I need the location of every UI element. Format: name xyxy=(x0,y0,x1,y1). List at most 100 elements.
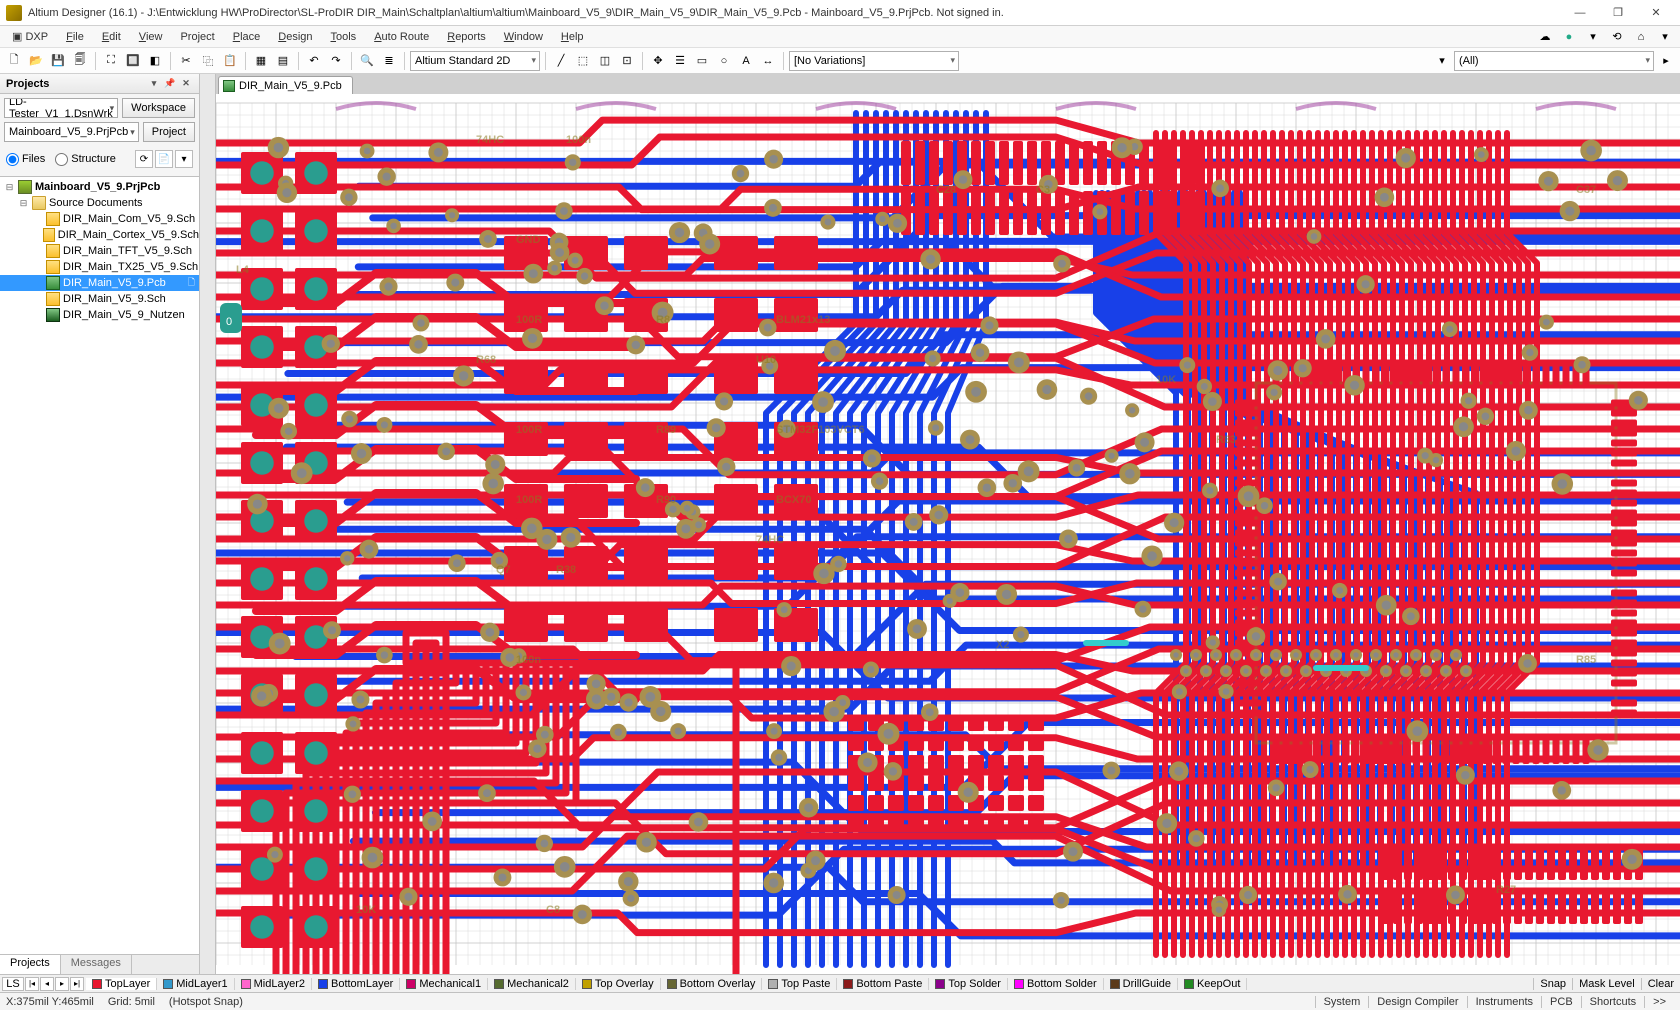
structure-radio[interactable]: Structure xyxy=(55,153,116,166)
menu-tools[interactable]: Tools xyxy=(323,29,365,45)
layer-item[interactable]: Bottom Solder xyxy=(1008,978,1104,990)
menu-help[interactable]: Help xyxy=(553,29,592,45)
menu-design[interactable]: Design xyxy=(270,29,320,45)
tree-node[interactable]: ⊟Source Documents xyxy=(0,195,199,211)
menu-dxp[interactable]: ▣ DXP xyxy=(4,28,56,45)
tree-node[interactable]: ⊟Mainboard_V5_9.PrjPcb xyxy=(0,179,199,195)
layer-item[interactable]: BottomLayer xyxy=(312,978,400,990)
filter-icon[interactable]: ▾ xyxy=(1432,51,1452,71)
sel-outside-icon[interactable]: ◫ xyxy=(595,51,615,71)
workspace-combo[interactable]: LD-Tester_V1_1.DsnWrk xyxy=(4,98,118,118)
workspace-button[interactable]: Workspace xyxy=(122,98,195,118)
project-tree[interactable]: ⊟Mainboard_V5_9.PrjPcb⊟Source DocumentsD… xyxy=(0,176,199,954)
layer-item[interactable]: KeepOut xyxy=(1178,978,1247,990)
project-button[interactable]: Project xyxy=(143,122,195,142)
layer-first-icon[interactable]: |◂ xyxy=(25,977,39,991)
tree-node[interactable]: DIR_Main_V5_9_Nutzen xyxy=(0,307,199,323)
more-icon[interactable]: ▾ xyxy=(1656,28,1674,46)
layer-item[interactable]: Top Paste xyxy=(762,978,837,990)
tab-messages[interactable]: Messages xyxy=(61,955,132,974)
menu-project[interactable]: Project xyxy=(172,29,222,45)
layer-item[interactable]: DrillGuide xyxy=(1104,978,1178,990)
tree-node[interactable]: DIR_Main_TFT_V5_9.Sch xyxy=(0,243,199,259)
panel-menu-icon[interactable]: ▾ xyxy=(147,77,161,91)
status-button[interactable]: >> xyxy=(1644,996,1674,1008)
layers-icon[interactable]: ≣ xyxy=(379,51,399,71)
back-icon[interactable]: ⟲ xyxy=(1608,28,1626,46)
layer-item[interactable]: Top Overlay xyxy=(576,978,661,990)
sel-inside-icon[interactable]: ⬚ xyxy=(573,51,593,71)
group-icon[interactable]: ▦ xyxy=(251,51,271,71)
zoom-area-icon[interactable]: 🔲 xyxy=(123,51,143,71)
sel-line-icon[interactable]: ╱ xyxy=(551,51,571,71)
rect-icon[interactable]: ▭ xyxy=(692,51,712,71)
layer-next-icon[interactable]: ▸ xyxy=(55,977,69,991)
filter-combo[interactable]: (All) xyxy=(1454,51,1654,71)
menu-reports[interactable]: Reports xyxy=(439,29,494,45)
menu-edit[interactable]: Edit xyxy=(94,29,129,45)
layer-item[interactable]: Mechanical2 xyxy=(488,978,576,990)
home-icon[interactable]: ⌂ xyxy=(1632,28,1650,46)
status-button[interactable]: System xyxy=(1315,996,1369,1008)
refresh-icon[interactable]: ⟳ xyxy=(135,150,153,168)
layer-ls-button[interactable]: LS xyxy=(2,977,24,991)
ungroup-icon[interactable]: ▤ xyxy=(273,51,293,71)
new-icon[interactable]: 🗋 xyxy=(4,51,24,71)
zoom-fit-icon[interactable]: ⛶ xyxy=(101,51,121,71)
variations-combo[interactable]: [No Variations] xyxy=(789,51,959,71)
close-button[interactable]: ✕ xyxy=(1638,3,1674,23)
panel-close-icon[interactable]: ✕ xyxy=(179,77,193,91)
tree-node[interactable]: DIR_Main_Cortex_V5_9.Sch xyxy=(0,227,199,243)
menu-file[interactable]: File xyxy=(58,29,92,45)
options-icon[interactable]: 📄 xyxy=(155,150,173,168)
menu-view[interactable]: View xyxy=(131,29,171,45)
circle-icon[interactable]: ○ xyxy=(714,51,734,71)
tree-node[interactable]: DIR_Main_TX25_V5_9.Sch xyxy=(0,259,199,275)
menu-window[interactable]: Window xyxy=(496,29,551,45)
save-icon[interactable]: 💾 xyxy=(48,51,68,71)
layer-item[interactable]: MidLayer1 xyxy=(157,978,234,990)
view-mode-combo[interactable]: Altium Standard 2D xyxy=(410,51,540,71)
status-button[interactable]: Design Compiler xyxy=(1368,996,1466,1008)
paste-icon[interactable]: 📋 xyxy=(220,51,240,71)
status-button[interactable]: PCB xyxy=(1541,996,1581,1008)
sync-icon[interactable]: ● xyxy=(1560,28,1578,46)
layer-item[interactable]: MidLayer2 xyxy=(235,978,312,990)
menu-icon[interactable]: ▾ xyxy=(175,150,193,168)
status-button[interactable]: Shortcuts xyxy=(1581,996,1644,1008)
minimize-button[interactable]: — xyxy=(1562,3,1598,23)
open-icon[interactable]: 📂 xyxy=(26,51,46,71)
tree-node[interactable]: DIR_Main_Com_V5_9.Sch xyxy=(0,211,199,227)
panel-pin-icon[interactable]: 📌 xyxy=(163,77,177,91)
move-icon[interactable]: ✥ xyxy=(648,51,668,71)
zoom-sel-icon[interactable]: ◧ xyxy=(145,51,165,71)
maximize-button[interactable]: ❐ xyxy=(1600,3,1636,23)
tree-node[interactable]: DIR_Main_V5_9.Pcb🗋 xyxy=(0,275,199,291)
tab-projects[interactable]: Projects xyxy=(0,955,61,974)
browse-icon[interactable]: 🔍 xyxy=(357,51,377,71)
undo-icon[interactable]: ↶ xyxy=(304,51,324,71)
filter-go-icon[interactable]: ▸ xyxy=(1656,51,1676,71)
sel-touch-icon[interactable]: ⊡ xyxy=(617,51,637,71)
project-combo[interactable]: Mainboard_V5_9.PrjPcb xyxy=(4,122,139,142)
layer-prev-icon[interactable]: ◂ xyxy=(40,977,54,991)
layer-last-icon[interactable]: ▸| xyxy=(70,977,84,991)
text-icon[interactable]: A xyxy=(736,51,756,71)
cloud-icon[interactable]: ☁ xyxy=(1536,28,1554,46)
copy-icon[interactable]: ⿻ xyxy=(198,51,218,71)
align-icon[interactable]: ☰ xyxy=(670,51,690,71)
cut-icon[interactable]: ✂ xyxy=(176,51,196,71)
menu-place[interactable]: Place xyxy=(225,29,269,45)
tree-node[interactable]: DIR_Main_V5_9.Sch xyxy=(0,291,199,307)
files-radio[interactable]: Files xyxy=(6,153,45,166)
snap-button[interactable]: Snap xyxy=(1533,978,1572,990)
pcb-canvas[interactable]: 74HC100nC28C3C37GNDL4100RR8BLM21x13R68U1… xyxy=(216,94,1680,974)
redo-icon[interactable]: ↷ xyxy=(326,51,346,71)
layer-item[interactable]: TopLayer xyxy=(86,978,157,990)
menu-autoroute[interactable]: Auto Route xyxy=(366,29,437,45)
layer-item[interactable]: Mechanical1 xyxy=(400,978,488,990)
dropdown-icon[interactable]: ▾ xyxy=(1584,28,1602,46)
layer-item[interactable]: Bottom Overlay xyxy=(661,978,763,990)
status-button[interactable]: Instruments xyxy=(1467,996,1541,1008)
document-tab[interactable]: DIR_Main_V5_9.Pcb xyxy=(218,76,353,94)
